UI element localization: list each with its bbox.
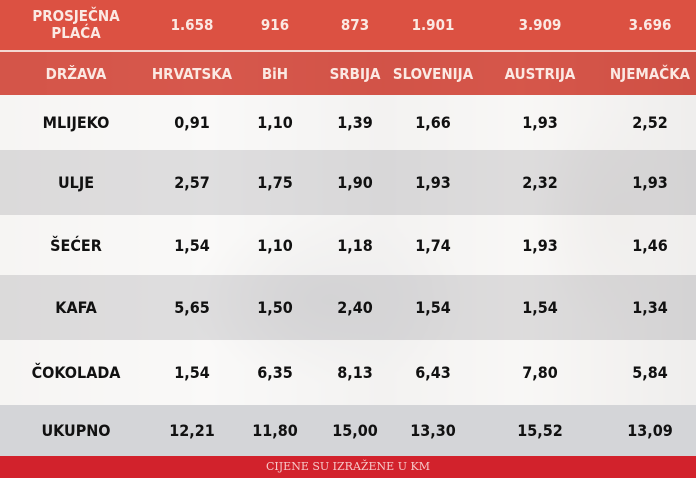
cell-value: 1,54	[174, 363, 210, 382]
cell-value: 13,30	[410, 421, 456, 440]
cell-value: 12,21	[169, 421, 215, 440]
cell-value: NJEMAČKA	[609, 64, 691, 83]
cell-value: 1,75	[257, 173, 293, 192]
cell-value: 2,57	[174, 173, 210, 192]
cell-value: 1,10	[257, 113, 293, 132]
cell-value: 873	[340, 16, 370, 34]
cell-value: 15,00	[332, 421, 378, 440]
cell-value: 1,54	[174, 235, 210, 255]
cell-value: 1,54	[415, 298, 451, 317]
cell-value: 13,09	[627, 421, 673, 440]
cell-value: 1.658	[170, 16, 214, 34]
row-label: MLIJEKO	[42, 113, 110, 132]
cell-value: 1,90	[337, 173, 373, 192]
cell-value: AUSTRIJA	[504, 64, 576, 83]
cell-value: 1,10	[257, 235, 293, 255]
cell-value: SRBIJA	[329, 64, 381, 83]
row-label: UKUPNO	[41, 421, 111, 440]
cell-value: 1,93	[522, 113, 558, 132]
cell-value: BiH	[261, 64, 289, 83]
cell-value: 1.901	[411, 16, 455, 34]
total-row: UKUPNO 12,21 11,80 15,00 13,30 15,52 13,09	[0, 405, 696, 456]
cell-value: 15,52	[517, 421, 563, 440]
table-row: ULJE 2,57 1,75 1,90 1,93 2,32 1,93	[0, 150, 696, 215]
cell-value: 3.696	[628, 16, 672, 34]
cell-value: 1,34	[632, 298, 668, 317]
row-label: ULJE	[57, 173, 95, 192]
cell-value: 11,80	[252, 421, 298, 440]
footer-note: CIJENE SU IZRAŽENE U KM	[0, 456, 696, 478]
cell-value: 1,46	[632, 235, 668, 255]
cell-value: 1,18	[337, 235, 373, 255]
divider	[0, 50, 696, 52]
table-row: KAFA 5,65 1,50 2,40 1,54 1,54 1,34	[0, 275, 696, 340]
cell-value: 3.909	[518, 16, 562, 34]
cell-value: 8,13	[337, 363, 373, 382]
row-label: PROSJEČNA PLAĆA	[32, 7, 120, 42]
row-label: ČOKOLADA	[31, 363, 121, 382]
cell-value: 1,39	[337, 113, 373, 132]
cell-value: 5,65	[174, 298, 210, 317]
cell-value: 1,93	[415, 173, 451, 192]
cell-value: 1,93	[632, 173, 668, 192]
cell-value: 916	[260, 16, 290, 34]
cell-value: 2,52	[632, 113, 668, 132]
row-label: DRŽAVA	[45, 64, 107, 83]
row-label: KAFA	[55, 298, 97, 317]
cell-value: 5,84	[632, 363, 668, 382]
cell-value: 2,40	[337, 298, 373, 317]
cell-value: 1,54	[522, 298, 558, 317]
cell-value: HRVATSKA	[151, 64, 233, 83]
cell-value: 0,91	[174, 113, 210, 132]
salary-row: PROSJEČNA PLAĆA 1.658 916 873 1.901 3.909 3.69…	[0, 0, 696, 50]
table-row: ČOKOLADA 1,54 6,35 8,13 6,43 7,80 5,84	[0, 340, 696, 405]
cell-value: 6,43	[415, 363, 451, 382]
cell-value: 1,50	[257, 298, 293, 317]
row-label: ŠEĆER	[50, 235, 102, 255]
table-row: MLIJEKO 0,91 1,10 1,39 1,66 1,93 2,52	[0, 95, 696, 150]
cell-value: 2,32	[522, 173, 558, 192]
cell-value: 1,93	[522, 235, 558, 255]
cell-value: 1,74	[415, 235, 451, 255]
cell-value: 7,80	[522, 363, 558, 382]
cell-value: 6,35	[257, 363, 293, 382]
cell-value: 1,66	[415, 113, 451, 132]
cell-value: SLOVENIJA	[392, 64, 474, 83]
table-row: ŠEĆER 1,54 1,10 1,18 1,74 1,93 1,46	[0, 215, 696, 275]
country-header-row: DRŽAVA HRVATSKA BiH SRBIJA SLOVENIJA AUSTRIJA…	[0, 52, 696, 95]
